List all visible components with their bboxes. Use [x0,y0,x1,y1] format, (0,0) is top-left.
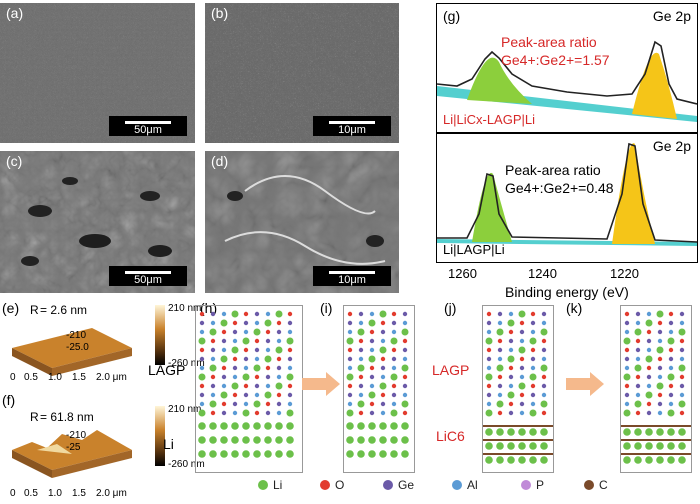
lic6-label-j: LiC6 [436,428,465,444]
ra-e: = 2.6 nm [40,303,88,317]
legend-dot-li [258,480,268,490]
x-axis-label: Binding energy (eV) [505,284,629,300]
legend-label-li: Li [273,478,283,492]
xps-title-top: Ge 2p [652,8,691,24]
sem-image-a: (a) 50μm [0,3,195,143]
legend-label-al: Al [467,478,478,492]
legend-dot-ge [383,480,393,490]
axis-tick-f-4: 2.0 μm [96,488,127,499]
legend-item-c: C [584,478,608,492]
afm-surface-e [12,328,132,376]
axis-tick-f-3: 1.5 [72,488,86,499]
legend-dot-al [452,480,462,490]
sem-image-c: (c) 50μm [0,151,195,293]
legend-label-o: O [335,478,345,492]
ra-f: = 61.8 nm [40,410,94,424]
legend-label-p: P [536,478,545,492]
legend-item-o: O [320,478,344,492]
top-sample: Li|LiCx-LAGP|Li [443,112,536,127]
legend-dot-p [521,480,531,490]
arrow-h-i [302,372,340,396]
panel-label-d: (d) [211,153,229,169]
top-note: Peak-area ratio [501,34,597,50]
xtick-1220: 1220 [610,266,639,281]
panel-label-j: (j) [444,300,457,316]
cbar-top-f: 210 nm [168,404,202,415]
panel-label-f: (f) [2,392,16,408]
sem-image-b: (b) 10μm [205,3,399,143]
panel-label-e: (e) [2,300,20,316]
ztick-f-2: -25 [66,442,81,453]
legend-item-li: Li [258,478,282,492]
panel-label-c: (c) [6,153,23,169]
legend-item-p: P [521,478,544,492]
axis-tick-e-4: 2.0 μm [96,372,127,383]
axis-tick-f-0: 0 [10,488,16,499]
ra-symbol-e: R [30,303,39,317]
axis-tick-e-2: 1.0 [48,372,62,383]
xps-panel-bottom: Ge 2p Peak-area ratio Ge4+:Ge2+=0.48 Li|… [436,133,698,263]
bottom-sample: Li|LAGP|Li [443,242,505,257]
cbar-top-e: 210 nm [168,303,202,314]
legend-label-ge: Ge [398,478,415,492]
legend-label-c: C [599,478,608,492]
axis-tick-f-2: 1.0 [48,488,62,499]
ztick-e-2: -25.0 [66,342,89,353]
scale-bar-b: 10μm [313,116,391,136]
lagp-label-h: LAGP [148,362,186,378]
panel-label-g: (g) [443,8,461,24]
li-label-h: Li [163,436,174,452]
axis-tick-f-1: 0.5 [24,488,38,499]
structure-j [482,305,554,473]
legend-item-al: Al [452,478,478,492]
top-ratio: Ge4+:Ge2+=1.57 [501,52,610,68]
xtick-1260: 1260 [448,266,477,281]
structure-i [343,305,415,473]
cbar-bottom-f: -260 nm [168,459,205,470]
axis-tick-e-1: 0.5 [24,372,38,383]
xps-title-bottom: Ge 2p [652,138,691,154]
scale-bar-c: 50μm [109,266,187,286]
structure-h [195,305,303,473]
axis-tick-e-0: 0 [10,372,16,383]
panel-label-a: (a) [6,5,24,21]
colorbar-e [155,305,165,365]
cbar-bottom-e: -260 nm [168,358,205,369]
axis-tick-e-3: 1.5 [72,372,86,383]
legend-item-ge: Ge [383,478,414,492]
panel-label-k: (k) [566,300,583,316]
afm-surface-f [12,430,132,478]
legend-dot-o [320,480,330,490]
lagp-label-j: LAGP [432,362,470,378]
ztick-f-1: -210 [66,430,87,441]
colorbar-f [155,406,165,466]
bottom-ratio: Ge4+:Ge2+=0.48 [505,180,614,196]
panel-label-b: (b) [211,5,229,21]
xtick-1240: 1240 [528,266,557,281]
ra-symbol-f: R [30,410,39,424]
xps-panel-top: (g) Ge 2p Peak-area ratio Ge4+:Ge2+=1.57… [436,3,698,133]
bottom-note: Peak-area ratio [505,162,601,178]
scale-bar-d: 10μm [313,266,391,286]
scale-bar-a: 50μm [109,116,187,136]
legend-dot-c [584,480,594,490]
sem-image-d: (d) 10μm [205,151,399,293]
ztick-e-1: -210 [66,330,87,341]
panel-label-i: (i) [320,300,333,316]
structure-k [620,305,692,473]
arrow-j-k [566,372,604,396]
